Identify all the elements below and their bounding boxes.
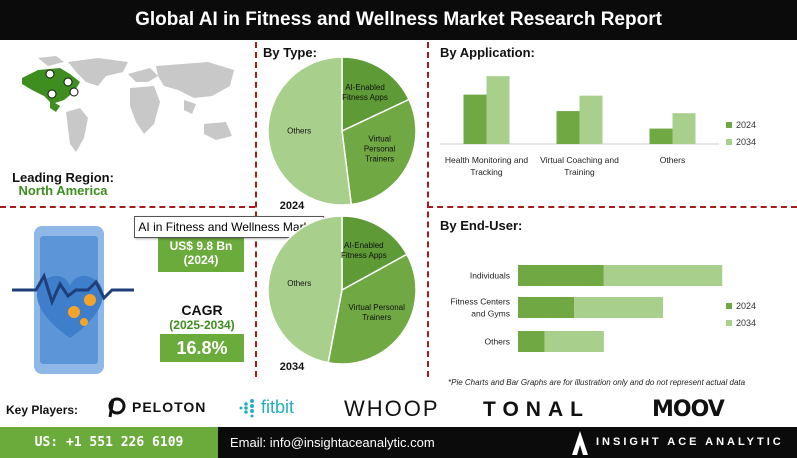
application-bar-chart: 2024 2034: [440, 76, 756, 147]
app-category-label: Virtual Coaching and Training: [540, 155, 619, 177]
market-value-amount: US$ 9.8 Bn: [169, 239, 233, 253]
whoop-logo: WHOOP: [344, 396, 440, 421]
footer-bar: Email: info@insightaceanalytic.com INSIG…: [218, 427, 797, 458]
enduser-category-label: Individuals: [470, 271, 510, 281]
divider-h-right: [427, 206, 797, 208]
enduser-bar-2034-0: [603, 265, 723, 286]
pie-2024-slice-ai-enabled-fitness-apps-label: AI-Enabled Fitness Apps: [342, 83, 388, 102]
enduser-bar-2024-1: [518, 297, 575, 318]
company-logo-icon: [572, 431, 588, 455]
leading-region-value: North America: [18, 183, 108, 198]
footer-phone: US: +1 551 226 6109: [0, 427, 218, 458]
cagr-label: CAGR: [181, 302, 223, 318]
by-application-heading: By Application:: [440, 45, 535, 60]
enduser-category-label: Fitness Centers and Gyms: [450, 297, 510, 319]
enduser-legend-label-2034: 2034: [736, 318, 756, 328]
pie-2024-slice-others: [267, 56, 353, 206]
peloton-logo: PELOTON: [106, 396, 206, 418]
leading-region-label: Leading Region:: [12, 170, 114, 185]
market-name-tooltip: AI in Fitness and Wellness Market: [134, 216, 324, 238]
enduser-bar-2024-2: [518, 331, 545, 352]
divider-right: [427, 42, 429, 377]
fitness-phone-illustration: [12, 226, 134, 374]
application-category-labels: Health Monitoring and Tracking Virtual Co…: [440, 154, 720, 182]
enduser-bar-2034-1: [574, 297, 664, 318]
by-end-user-heading: By End-User:: [440, 218, 523, 233]
divider-left: [255, 42, 257, 377]
pie-2034-title: 2034: [280, 361, 305, 373]
market-value-box: US$ 9.8 Bn (2024): [158, 236, 244, 272]
fitbit-dots-icon: [239, 398, 254, 417]
pie-2024-title: 2024: [280, 200, 305, 212]
footer-company: INSIGHT ACE ANALYTIC: [596, 436, 784, 448]
divider-h-left: [0, 206, 255, 208]
pie-chart-2024: AI-Enabled Fitness Apps Virtual Personal Tra…: [267, 56, 417, 212]
enduser-legend-swatch-2024: [726, 303, 732, 309]
moov-logo: MOOV: [652, 397, 725, 422]
app-legend-label-2024: 2024: [736, 120, 756, 130]
app-bar-2034-0: [486, 76, 510, 144]
pie-2034-slice-virtual-personal-trainers-label: Virtual Personal Trainers: [349, 303, 406, 322]
pie-2034-slice-ai-enabled-fitness-apps: [341, 215, 408, 292]
key-players-label: Key Players:: [6, 403, 79, 417]
disclaimer-note: *Pie Charts and Bar Graphs are for illus…: [448, 378, 746, 387]
app-legend-swatch-2034: [726, 139, 732, 145]
pie-chart-2034: AI-Enabled Fitness Apps Virtual Personal Tr…: [267, 215, 417, 373]
app-bar-2024-1: [556, 111, 580, 144]
fitbit-logo: fitbit: [238, 397, 294, 418]
by-type-heading: By Type:: [263, 45, 317, 60]
app-bar-2034-1: [579, 95, 603, 144]
pie-2024-slice-ai-enabled-fitness-apps: [341, 56, 410, 133]
app-bar-2034-2: [672, 113, 696, 144]
app-bar-2024-2: [649, 128, 673, 144]
app-legend-label-2034: 2034: [736, 137, 756, 147]
tonal-logo: TONAL: [483, 398, 590, 421]
pie-2024-slice-virtual-personal-trainers: [341, 98, 417, 206]
app-category-label: Others: [659, 155, 686, 165]
pie-2034-slice-virtual-personal-trainers: [327, 253, 417, 365]
enduser-bar-2024-0: [518, 265, 604, 286]
enduser-category-label: Others: [484, 337, 510, 347]
enduser-legend-label-2024: 2024: [736, 301, 756, 311]
app-legend-swatch-2024: [726, 122, 732, 128]
pie-2034-slice-others: [267, 215, 343, 364]
market-value-year: (2024): [183, 253, 219, 267]
enduser-bar-2034-2: [544, 331, 604, 352]
cagr-value: 16.8%: [160, 334, 244, 362]
end-user-bar-chart: Individuals Fitness Centers and Gyms Others…: [450, 265, 756, 352]
pie-2034-slice-ai-enabled-fitness-apps-label: AI-Enabled Fitness Apps: [341, 241, 387, 260]
footer-email: Email: info@insightaceanalytic.com: [230, 435, 435, 450]
app-category-label: Health Monitoring and Tracking: [444, 155, 529, 177]
pie-2034-slice-others-label: Others: [287, 279, 311, 288]
cagr-period: (2025-2034): [169, 318, 235, 332]
app-bar-2024-0: [463, 94, 487, 144]
pie-2024-slice-virtual-personal-trainers-label: Virtual Personal Trainers: [364, 135, 396, 164]
enduser-legend-swatch-2034: [726, 320, 732, 326]
pie-2024-slice-others-label: Others: [287, 127, 311, 136]
peloton-icon: [108, 397, 126, 418]
report-title: Global AI in Fitness and Wellness Market…: [0, 0, 797, 40]
world-map: [22, 56, 234, 152]
